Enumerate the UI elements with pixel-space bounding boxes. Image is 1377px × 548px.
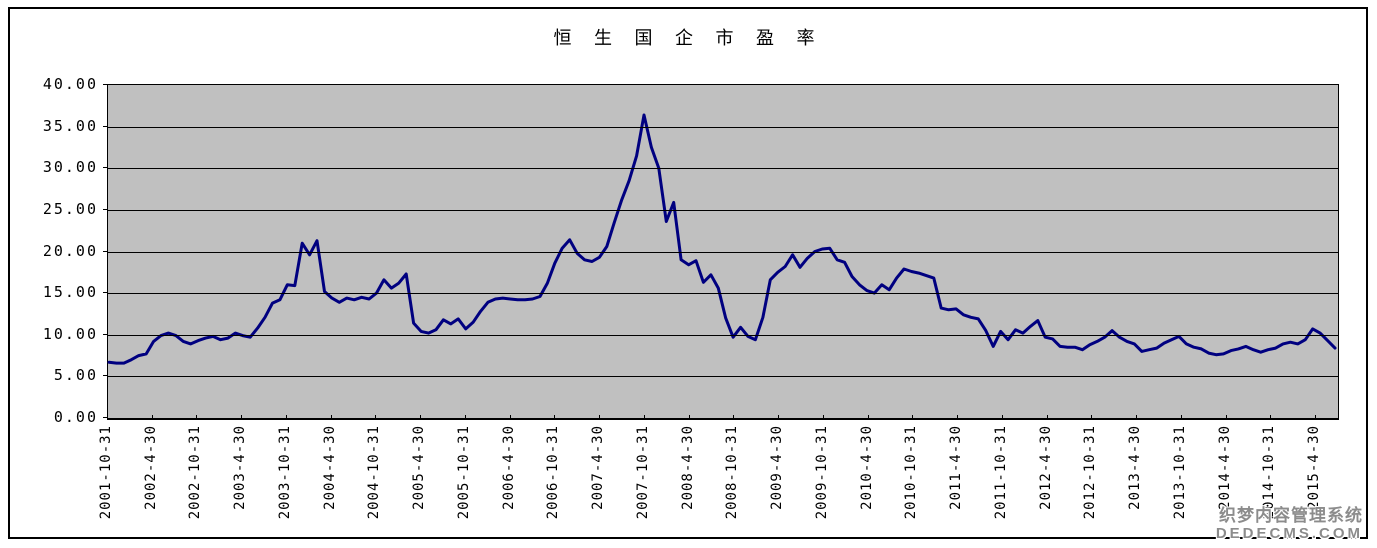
axis-tick: [103, 251, 107, 252]
x-axis-label: 2009-4-30: [769, 425, 785, 510]
axis-tick: [103, 84, 107, 85]
x-axis-label: 2012-4-30: [1038, 425, 1054, 510]
axis-tick: [286, 415, 287, 420]
axis-tick: [868, 415, 869, 420]
x-axis-label: 2004-4-30: [322, 425, 338, 510]
x-axis-label: 2011-4-30: [948, 425, 964, 510]
x-axis-label: 2013-4-30: [1127, 425, 1143, 510]
x-axis-label: 2007-4-30: [590, 425, 606, 510]
axis-tick: [1091, 415, 1092, 420]
axis-tick: [912, 415, 913, 420]
x-axis-label: 2005-10-31: [456, 425, 472, 520]
axis-tick: [241, 415, 242, 420]
axis-tick: [1270, 415, 1271, 420]
x-axis-label: 2013-10-31: [1172, 425, 1188, 520]
y-axis-label: 15.00: [42, 283, 98, 301]
plot-area: [107, 84, 1339, 420]
grid-line: [108, 210, 1338, 211]
x-axis-label: 2002-4-30: [143, 425, 159, 510]
x-axis-label: 2015-4-30: [1306, 425, 1322, 510]
x-axis-label: 2004-10-31: [366, 425, 382, 520]
grid-line: [108, 293, 1338, 294]
axis-tick: [1136, 415, 1137, 420]
pe-ratio-line: [107, 113, 1337, 365]
x-axis-label: 2010-4-30: [859, 425, 875, 510]
y-axis-label: 10.00: [42, 325, 98, 343]
x-axis-label: 2012-10-31: [1082, 425, 1098, 520]
axis-tick: [103, 417, 107, 418]
x-axis-label: 2008-4-30: [680, 425, 696, 510]
axis-tick: [1226, 415, 1227, 420]
axis-tick: [554, 415, 555, 420]
axis-tick: [1002, 415, 1003, 420]
axis-tick: [103, 375, 107, 376]
grid-line: [108, 252, 1338, 253]
x-axis-label: 2014-4-30: [1217, 425, 1233, 510]
grid-line: [108, 168, 1338, 169]
axis-tick: [107, 415, 108, 420]
x-axis-label: 2010-10-31: [903, 425, 919, 520]
axis-tick: [733, 415, 734, 420]
x-axis-label: 2005-4-30: [411, 425, 427, 510]
x-axis-label: 2002-10-31: [187, 425, 203, 520]
axis-tick: [599, 415, 600, 420]
axis-tick: [778, 415, 779, 420]
x-axis-label: 2007-10-31: [635, 425, 651, 520]
axis-tick: [103, 209, 107, 210]
y-axis-label: 40.00: [42, 75, 98, 93]
x-axis-label: 2003-4-30: [232, 425, 248, 510]
axis-tick: [1315, 415, 1316, 420]
grid-line: [108, 376, 1338, 377]
axis-tick: [331, 415, 332, 420]
axis-tick: [823, 415, 824, 420]
watermark-text-cn: 织梦内容管理系统: [1219, 506, 1363, 525]
chart-title: 恒 生 国 企 市 盈 率: [553, 28, 824, 48]
x-axis-label: 2006-10-31: [545, 425, 561, 520]
grid-line: [108, 335, 1338, 336]
axis-tick: [103, 126, 107, 127]
x-axis-label: 2001-10-31: [98, 425, 114, 520]
x-axis-label: 2009-10-31: [814, 425, 830, 520]
x-axis-label: 2008-10-31: [724, 425, 740, 520]
y-axis-label: 30.00: [42, 158, 98, 176]
axis-tick: [103, 167, 107, 168]
axis-tick: [152, 415, 153, 420]
x-axis-label: 2006-4-30: [501, 425, 517, 510]
y-axis-label: 35.00: [42, 117, 98, 135]
axis-tick: [103, 334, 107, 335]
axis-tick: [103, 292, 107, 293]
axis-tick: [510, 415, 511, 420]
grid-line: [108, 127, 1338, 128]
axis-tick: [1181, 415, 1182, 420]
x-axis-label: 2003-10-31: [277, 425, 293, 520]
y-axis-label: 25.00: [42, 200, 98, 218]
axis-tick: [465, 415, 466, 420]
axis-tick: [644, 415, 645, 420]
axis-tick: [420, 415, 421, 420]
axis-tick: [375, 415, 376, 420]
axis-tick: [1047, 415, 1048, 420]
axis-tick: [957, 415, 958, 420]
pe-ratio-line-layer: [107, 113, 1337, 365]
y-axis-label: 0.00: [53, 408, 98, 426]
axis-tick: [689, 415, 690, 420]
y-axis-label: 5.00: [53, 366, 98, 384]
watermark-text-en: DEDECMS.COM: [1215, 525, 1363, 542]
x-axis-label: 2011-10-31: [993, 425, 1009, 520]
y-axis-label: 20.00: [42, 242, 98, 260]
axis-tick: [196, 415, 197, 420]
watermark: 织梦内容管理系统 DEDECMS.COM: [1216, 506, 1363, 542]
